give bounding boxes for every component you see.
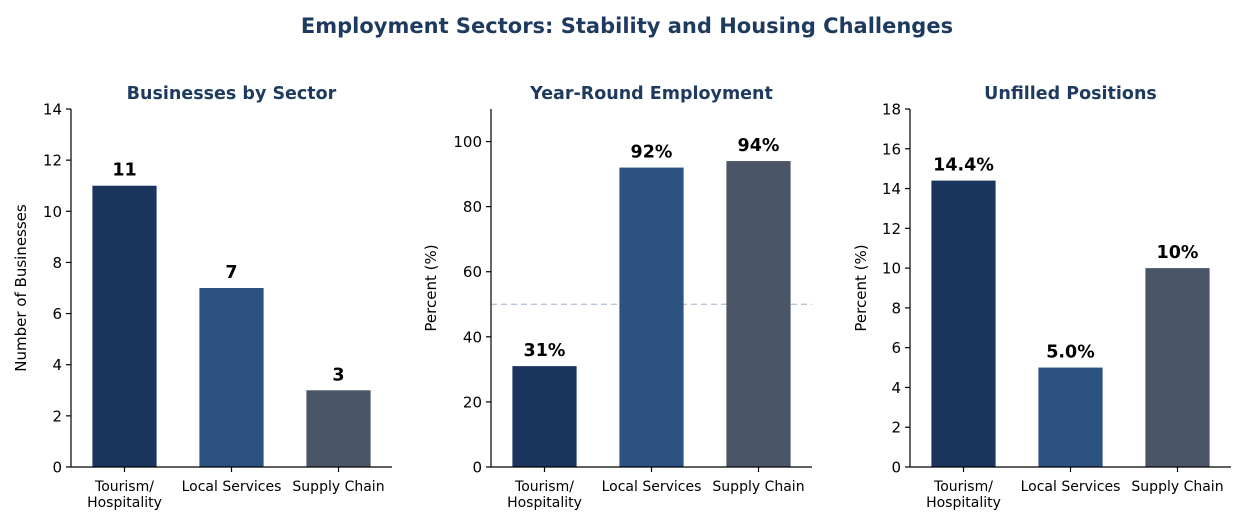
x-tick-label: Tourism/ [94, 479, 154, 495]
y-tick-label: 4 [891, 379, 901, 397]
x-tick-label: Local Services [1021, 479, 1121, 495]
y-tick-label: 2 [52, 407, 62, 425]
data-label: 31% [524, 341, 566, 361]
y-tick-label: 6 [891, 339, 901, 357]
bar [931, 180, 996, 467]
y-tick-label: 0 [472, 459, 482, 477]
data-label: 5.0% [1046, 343, 1095, 363]
y-tick-label: 18 [882, 101, 901, 119]
data-label: 11 [112, 161, 136, 181]
x-tick-label: Local Services [182, 479, 282, 495]
panel-title: Unfilled Positions [984, 84, 1157, 104]
y-tick-label: 0 [52, 459, 62, 477]
x-tick-label: Tourism/ [514, 479, 574, 495]
y-tick-label: 100 [453, 133, 482, 151]
chart-panel-2: Year-Round Employment Percent (%) 31% Touri… [422, 84, 812, 511]
data-label: 14.4% [933, 156, 994, 176]
figure-title: Employment Sectors: Stability and Housin… [301, 14, 953, 38]
bar [199, 288, 264, 467]
y-tick-label: 10 [882, 260, 901, 278]
y-tick-label: 0 [891, 459, 901, 477]
chart-panel-3: Unfilled Positions Percent (%) 14.4% Touris… [852, 84, 1231, 511]
y-tick-label: 80 [463, 198, 482, 216]
y-tick-label: 6 [52, 305, 62, 323]
bar [1038, 367, 1103, 467]
y-tick-label: 12 [882, 220, 901, 238]
panel-title: Year-Round Employment [529, 84, 773, 104]
x-tick-label: Hospitality [87, 495, 162, 511]
bar [512, 366, 577, 467]
y-tick-label: 16 [882, 140, 901, 158]
chart-panel-1: Businesses by Sector Number of Businesses… [12, 84, 392, 511]
bar [92, 185, 157, 467]
data-label: 92% [631, 143, 673, 163]
data-label: 3 [332, 365, 344, 385]
y-tick-label: 8 [52, 254, 62, 272]
chart-panels: Businesses by Sector Number of Businesses… [12, 84, 1231, 511]
panel-title: Businesses by Sector [127, 84, 337, 104]
bar [306, 390, 371, 467]
bar [619, 167, 684, 467]
y-tick-label: 60 [463, 263, 482, 281]
x-tick-label: Supply Chain [712, 479, 804, 495]
y-tick-label: 2 [891, 419, 901, 437]
y-axis-label: Number of Businesses [12, 204, 30, 372]
x-tick-label: Tourism/ [933, 479, 993, 495]
bar [726, 161, 791, 467]
data-label: 7 [225, 263, 237, 283]
data-label: 94% [738, 136, 780, 156]
x-tick-label: Hospitality [926, 495, 1001, 511]
bar [1145, 268, 1210, 467]
x-tick-label: Local Services [602, 479, 702, 495]
y-tick-label: 14 [43, 101, 62, 119]
y-tick-label: 14 [882, 180, 901, 198]
y-axis-label: Percent (%) [422, 244, 440, 331]
y-tick-label: 8 [891, 299, 901, 317]
y-tick-label: 4 [52, 356, 62, 374]
y-tick-label: 12 [43, 152, 62, 170]
y-tick-label: 20 [463, 393, 482, 411]
data-label: 10% [1157, 243, 1199, 263]
x-tick-label: Supply Chain [1131, 479, 1223, 495]
x-tick-label: Supply Chain [292, 479, 384, 495]
y-tick-label: 40 [463, 328, 482, 346]
x-tick-label: Hospitality [507, 495, 582, 511]
y-axis-label: Percent (%) [852, 244, 870, 331]
y-tick-label: 10 [43, 203, 62, 221]
